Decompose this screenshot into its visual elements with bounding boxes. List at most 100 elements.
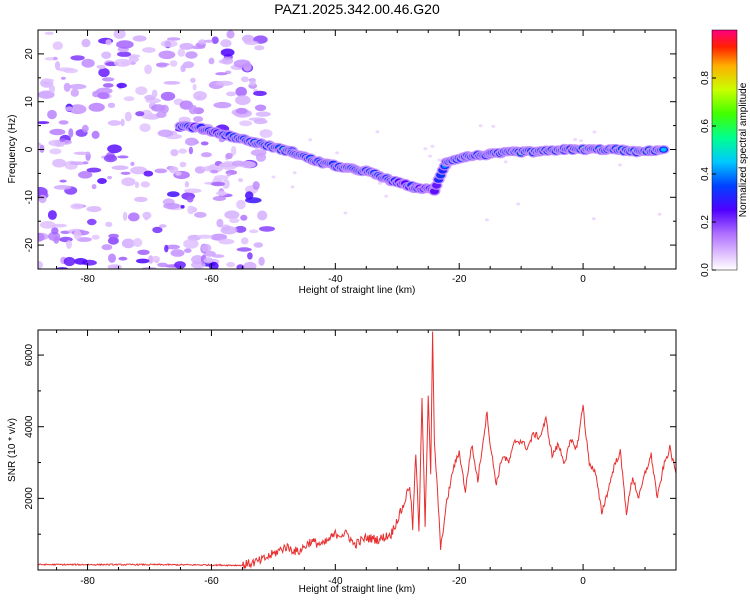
- noise-blob: [70, 55, 85, 61]
- noise-blob: [174, 261, 186, 269]
- chart-title: PAZ1.2025.342.00.46.G20: [274, 1, 440, 17]
- noise-blob: [168, 166, 179, 174]
- noise-blob: [157, 262, 168, 268]
- noise-blob: [220, 48, 235, 57]
- noise-blob: [428, 154, 432, 158]
- noise-blob: [215, 72, 228, 76]
- noise-blob: [91, 234, 100, 240]
- noise-blob: [250, 149, 267, 157]
- noise-blob: [343, 211, 348, 215]
- noise-blob: [81, 124, 89, 133]
- noise-blob: [216, 218, 224, 228]
- snr-xlabel: Height of straight line (km): [299, 584, 416, 595]
- noise-blob: [69, 161, 87, 165]
- noise-blob: [108, 253, 116, 263]
- noise-blob: [212, 196, 226, 201]
- noise-blob: [190, 77, 196, 83]
- noise-blob: [158, 50, 176, 60]
- ridge-core: [431, 189, 438, 194]
- noise-blob: [516, 202, 521, 206]
- noise-blob: [151, 89, 158, 98]
- noise-blob: [245, 191, 254, 200]
- noise-blob: [132, 238, 143, 247]
- noise-blob: [76, 237, 92, 242]
- noise-blob: [222, 179, 230, 189]
- noise-blob: [151, 255, 160, 263]
- noise-blob: [208, 57, 215, 65]
- noise-blob: [160, 40, 178, 48]
- snr-ytick-label: 4000: [24, 415, 35, 438]
- noise-blob: [88, 102, 105, 112]
- noise-blob: [66, 240, 72, 249]
- noise-blob: [134, 181, 140, 189]
- spectrogram-xtick-label: -20: [452, 274, 467, 285]
- noise-blob: [213, 101, 232, 109]
- noise-blob: [81, 58, 95, 68]
- noise-blob: [226, 30, 235, 39]
- noise-blob: [239, 120, 253, 127]
- noise-blob: [592, 130, 597, 134]
- noise-blob: [108, 233, 119, 239]
- spectrogram-xtick-label: -40: [328, 274, 343, 285]
- noise-blob: [166, 37, 181, 41]
- noise-blob: [257, 210, 268, 221]
- noise-blob: [121, 177, 136, 187]
- noise-blob: [240, 237, 249, 245]
- noise-blob: [573, 138, 578, 141]
- noise-blob: [41, 78, 55, 82]
- noise-blob: [107, 175, 113, 180]
- noise-blob: [308, 138, 313, 142]
- noise-blob: [292, 171, 297, 175]
- noise-blob: [235, 95, 251, 106]
- noise-blob: [193, 116, 204, 123]
- noise-blob: [618, 163, 623, 167]
- noise-blob: [430, 144, 435, 148]
- noise-blob: [38, 261, 43, 269]
- noise-blob: [231, 160, 245, 167]
- noise-blob: [163, 81, 181, 85]
- noise-blob: [335, 151, 340, 155]
- noise-blob: [377, 181, 382, 185]
- noise-blob: [87, 218, 97, 226]
- noise-blob: [203, 257, 214, 264]
- noise-blob: [107, 236, 119, 245]
- noise-blob: [102, 83, 114, 88]
- noise-blob: [60, 76, 66, 80]
- noise-blob: [68, 104, 87, 115]
- noise-blob: [201, 243, 212, 253]
- noise-blob: [220, 226, 238, 235]
- noise-blob: [96, 87, 113, 95]
- noise-blob: [166, 244, 180, 250]
- noise-blob: [142, 47, 156, 53]
- noise-blob: [210, 169, 219, 174]
- colorbar-tick-label: 0.6: [700, 119, 711, 133]
- noise-blob: [259, 226, 275, 232]
- spectrogram-xlabel: Height of straight line (km): [299, 285, 416, 296]
- noise-blob: [167, 191, 180, 198]
- noise-blob: [47, 210, 57, 220]
- noise-blob: [103, 154, 118, 163]
- noise-blob: [121, 238, 135, 249]
- snr-xtick-label: 0: [580, 576, 586, 587]
- spectrogram-panel: -80 -60 -40 -20 0 -20 -10 0 10 20 Height of strai…: [7, 29, 677, 296]
- noise-blob: [211, 254, 225, 258]
- noise-blob: [226, 173, 232, 177]
- noise-blob: [102, 77, 115, 82]
- noise-blob: [44, 31, 54, 35]
- noise-blob: [248, 229, 259, 234]
- noise-blob: [180, 205, 185, 209]
- noise-blob: [193, 140, 200, 145]
- noise-blob: [140, 181, 150, 188]
- noise-blob: [226, 261, 236, 268]
- snr-xtick-label: -80: [80, 576, 95, 587]
- noise-blob: [178, 148, 187, 154]
- noise-blob: [39, 221, 56, 229]
- spectrogram-xtick-label: -60: [204, 274, 219, 285]
- noise-blob: [98, 67, 110, 78]
- noise-blob: [63, 256, 76, 267]
- noise-blob: [97, 92, 110, 100]
- noise-blob: [128, 212, 140, 222]
- noise-blob: [130, 161, 135, 166]
- noise-blob: [210, 233, 228, 241]
